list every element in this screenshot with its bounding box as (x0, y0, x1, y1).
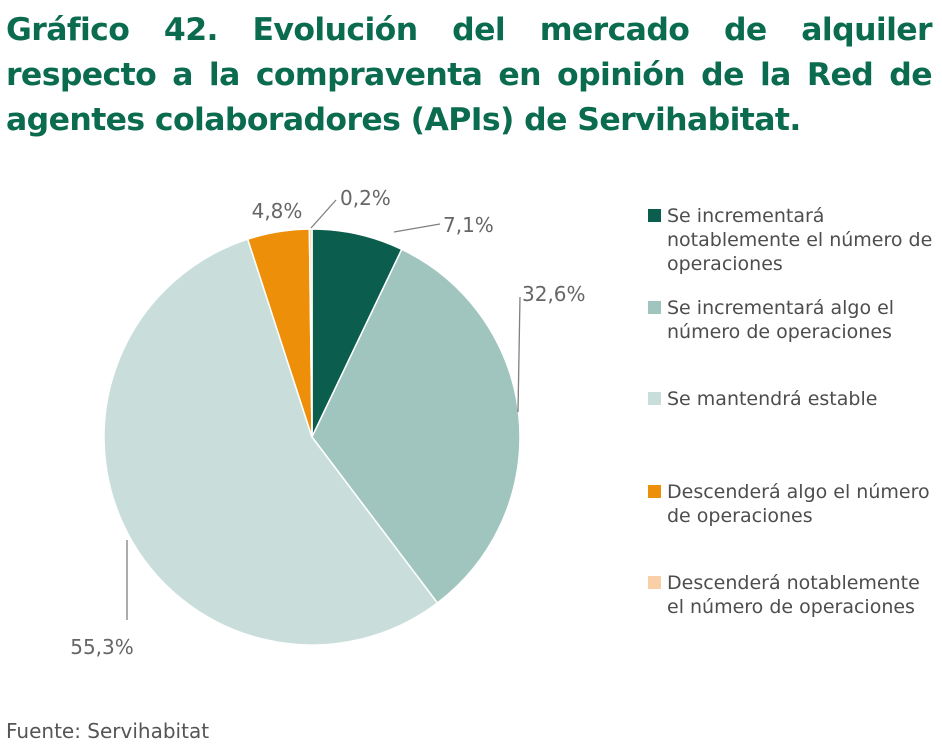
data-label-2: 32,6% (522, 282, 586, 306)
chart-title: Gráfico 42. Evolución del mercado de alq… (6, 12, 933, 138)
data-label-1: 7,1% (443, 213, 494, 237)
pie-chart: 7,1% 32,6% 55,3% 4,8% 0,2% (70, 186, 586, 659)
source-note: Fuente: Servihabitat (6, 719, 210, 743)
pie-slice-5 (308, 228, 313, 438)
data-label-4: 4,8% (252, 199, 303, 223)
legend-swatch-1 (648, 209, 661, 222)
leader-line-1 (393, 223, 441, 233)
legend-swatch-5 (648, 576, 661, 589)
data-label-3: 55,3% (70, 635, 134, 659)
legend-swatch-2 (648, 301, 661, 314)
legend-item-5: Descenderá notablemente el número de ope… (648, 571, 933, 619)
legend-swatch-3 (648, 392, 661, 405)
legend-label-2: Se incrementará algo el número de operac… (667, 297, 895, 343)
legend-label-3: Se mantendrá estable (667, 388, 878, 410)
pie-slice-2 (311, 248, 521, 604)
legend-item-1: Se incrementará notablemente el número d… (648, 204, 933, 276)
legend-swatch-4 (648, 485, 661, 498)
pie-slice-3 (103, 238, 439, 646)
legend-item-2: Se incrementará algo el número de operac… (648, 296, 933, 344)
legend-item-4: Descenderá algo el número de operaciones (648, 480, 933, 528)
legend-item-3: Se mantendrá estable (648, 387, 933, 411)
leader-line-5 (310, 199, 337, 229)
legend-label-5: Descenderá notablemente el número de ope… (667, 572, 920, 618)
data-label-5: 0,2% (340, 186, 391, 210)
legend-label-1: Se incrementará notablemente el número d… (667, 205, 933, 275)
legend-label-4: Descenderá algo el número de operaciones (667, 481, 930, 527)
leader-line-2 (517, 296, 521, 413)
